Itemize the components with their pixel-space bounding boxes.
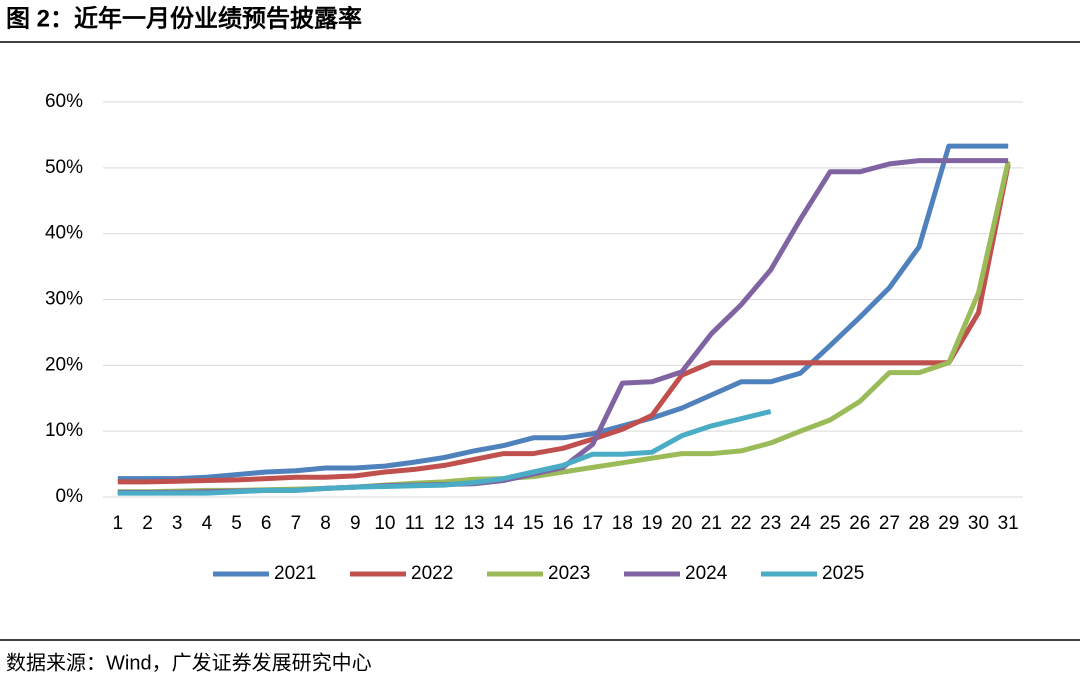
x-tick-label: 2 — [142, 513, 153, 534]
y-tick-label: 10% — [45, 420, 83, 441]
series-line — [117, 143, 1009, 482]
legend-label: 2023 — [548, 563, 590, 584]
x-tick-label: 1 — [113, 513, 124, 534]
legend-label: 2024 — [685, 563, 728, 584]
x-tick-label: 7 — [291, 513, 302, 534]
x-tick-label: 19 — [641, 513, 662, 534]
x-tick-label: 4 — [202, 513, 213, 534]
x-tick-label: 27 — [879, 513, 900, 534]
series-line — [117, 164, 1011, 485]
x-tick-label: 17 — [582, 513, 603, 534]
x-tick-label: 20 — [671, 513, 692, 534]
source: 数据来源：Wind，广发证券发展研究中心 — [6, 651, 372, 674]
x-tick-label: 13 — [463, 513, 484, 534]
x-tick-label: 23 — [760, 513, 781, 534]
x-tick-label: 6 — [261, 513, 272, 534]
x-tick-label: 22 — [730, 513, 751, 534]
x-tick-label: 14 — [493, 513, 515, 534]
x-tick-label: 16 — [552, 513, 573, 534]
x-tick-label: 15 — [523, 513, 544, 534]
x-tick-label: 18 — [612, 513, 633, 534]
series-line — [117, 408, 772, 496]
x-tick-label: 11 — [405, 513, 425, 534]
x-tick-label: 5 — [231, 513, 242, 534]
x-tick-label: 9 — [350, 513, 361, 534]
y-tick-label: 40% — [45, 223, 83, 244]
legend-label: 2022 — [411, 563, 453, 584]
x-tick-label: 31 — [998, 513, 1019, 534]
y-tick-label: 30% — [45, 289, 83, 310]
x-tick-label: 21 — [701, 513, 722, 534]
x-tick-label: 12 — [434, 513, 455, 534]
x-tick-label: 8 — [320, 513, 331, 534]
x-tick-label: 26 — [849, 513, 870, 534]
chart-title: 图 2：近年一月份业绩预告披露率 — [6, 4, 362, 32]
y-tick-label: 20% — [45, 354, 83, 375]
legend-label: 2025 — [822, 563, 864, 584]
x-tick-label: 10 — [374, 513, 395, 534]
series-line — [117, 158, 1009, 495]
x-tick-label: 30 — [968, 513, 989, 534]
series-line — [117, 160, 1011, 495]
x-tick-label: 25 — [820, 513, 841, 534]
x-tick-label: 28 — [909, 513, 930, 534]
x-tick-label: 24 — [790, 513, 812, 534]
y-tick-label: 60% — [45, 91, 83, 112]
y-tick-label: 0% — [56, 486, 84, 507]
y-tick-label: 50% — [45, 157, 83, 178]
x-tick-label: 3 — [172, 513, 183, 534]
x-tick-label: 29 — [938, 513, 959, 534]
legend-label: 2021 — [274, 563, 316, 584]
